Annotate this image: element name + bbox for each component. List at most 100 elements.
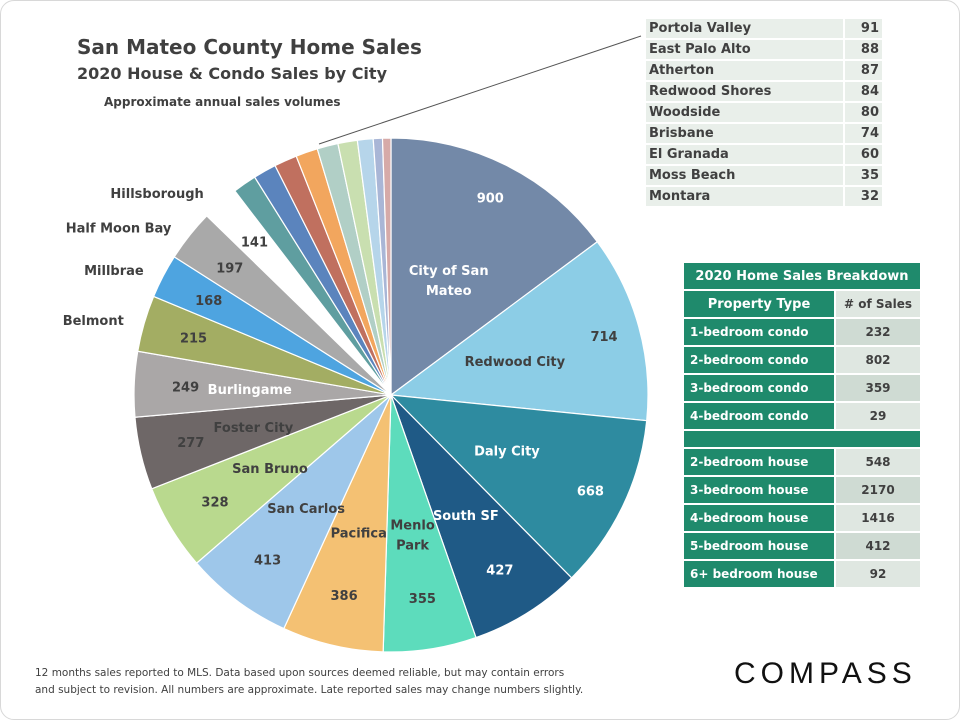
property-type: 4-bedroom house [682, 503, 836, 533]
column-header-type: Property Type [682, 289, 836, 319]
data-label-value: 249 [172, 380, 199, 395]
sales-count: 2170 [834, 475, 922, 505]
sales-count: 92 [834, 559, 922, 589]
city-value: 60 [842, 144, 882, 166]
table-row: 2-bedroom condo 802 [682, 345, 922, 375]
chart-title: San Mateo County Home Sales [77, 35, 422, 59]
data-label-category: Burlingame [208, 383, 292, 398]
leader-line [318, 35, 642, 145]
footer-disclaimer: 12 months sales reported to MLS. Data ba… [35, 665, 583, 699]
data-label-category: Half Moon Bay [66, 222, 172, 237]
table-row: 3-bedroom house 2170 [682, 475, 922, 505]
sales-count: 802 [834, 345, 922, 375]
data-label-category: Foster City [214, 421, 294, 436]
data-label-category: Redwood City [465, 355, 566, 370]
property-type: 5-bedroom house [682, 531, 836, 561]
sales-count: 1416 [834, 503, 922, 533]
data-label-category: City of San [409, 264, 489, 279]
table-row: El Granada 60 [646, 144, 882, 166]
table-row: Atherton 87 [646, 60, 882, 82]
city-value: 88 [842, 39, 882, 61]
data-label-value: 355 [409, 592, 436, 607]
breakdown-title: 2020 Home Sales Breakdown [682, 261, 922, 291]
data-label-category: Park [396, 539, 429, 554]
data-label-category: Belmont [63, 314, 124, 329]
city-name: Brisbane [646, 123, 844, 145]
data-label-value: 197 [216, 261, 243, 276]
sales-count: 359 [834, 373, 922, 403]
pie-slice-redwood-city [389, 240, 649, 422]
column-header-sales: # of Sales [834, 289, 922, 319]
table-row: 4-bedroom condo 29 [682, 401, 922, 431]
property-type: 2-bedroom condo [682, 345, 836, 375]
table-row: Portola Valley 91 [646, 19, 882, 40]
city-name: Moss Beach [646, 165, 844, 187]
chart-subtitle: 2020 House & Condo Sales by City [77, 64, 387, 83]
table-row: Woodside 80 [646, 102, 882, 124]
footer-line: and subject to revision. All numbers are… [35, 684, 584, 696]
sales-breakdown-table: 2020 Home Sales Breakdown Property Type #… [682, 261, 922, 589]
property-type: 1-bedroom condo [682, 317, 836, 347]
data-label-category: Millbrae [84, 264, 144, 279]
data-label-value: 328 [201, 495, 228, 510]
small-cities-table: Portola Valley 91 East Palo Alto 88 Athert… [646, 19, 882, 208]
city-value: 74 [842, 123, 882, 145]
data-label-value: 427 [486, 563, 513, 578]
sales-count: 232 [834, 317, 922, 347]
property-type: 6+ bedroom house [682, 559, 836, 589]
city-value: 80 [842, 102, 882, 124]
city-name: Woodside [646, 102, 844, 124]
data-label-value: 413 [254, 553, 281, 568]
compass-logo: COMPASS [734, 657, 917, 690]
table-row: 5-bedroom house 412 [682, 531, 922, 561]
table-row: Moss Beach 35 [646, 165, 882, 187]
data-label-value: 168 [195, 294, 222, 309]
data-label-value: 714 [590, 330, 617, 345]
data-label-value: 141 [241, 235, 268, 250]
pie-slice-montara [381, 137, 392, 396]
pie-slice-daly-city [389, 394, 648, 579]
pie-slice-san-carlos [195, 394, 392, 630]
data-label-category: South SF [433, 509, 499, 524]
property-type: 3-bedroom condo [682, 373, 836, 403]
city-value: 32 [842, 186, 882, 208]
data-label-value: 277 [177, 436, 204, 451]
table-row: Redwood Shores 84 [646, 81, 882, 103]
table-row: Brisbane 74 [646, 123, 882, 145]
property-type: 2-bedroom house [682, 447, 836, 477]
data-label-value: 900 [477, 192, 504, 207]
city-value: 35 [842, 165, 882, 187]
table-row: 6+ bedroom house 92 [682, 559, 922, 589]
city-name: El Granada [646, 144, 844, 166]
table-row: 4-bedroom house 1416 [682, 503, 922, 533]
table-row: 1-bedroom condo 232 [682, 317, 922, 347]
table-row: East Palo Alto 88 [646, 39, 882, 61]
city-name: East Palo Alto [646, 39, 844, 61]
data-label-category: San Bruno [232, 462, 308, 477]
property-type: 4-bedroom condo [682, 401, 836, 431]
data-label-category: Mateo [426, 284, 472, 299]
city-name: Portola Valley [646, 19, 844, 40]
table-row: 3-bedroom condo 359 [682, 373, 922, 403]
chart-note: Approximate annual sales volumes [104, 95, 341, 109]
sales-count: 412 [834, 531, 922, 561]
pie-slice-south-sf [390, 394, 573, 639]
data-label-category: Daly City [474, 444, 540, 459]
pie-slice-city-of-san-mateo [390, 137, 599, 397]
city-name: Montara [646, 186, 844, 208]
city-value: 87 [842, 60, 882, 82]
data-label-value: 668 [577, 484, 604, 499]
data-label-value: 386 [330, 589, 357, 604]
data-label-category: San Carlos [267, 502, 345, 517]
data-label-category: Hillsborough [110, 187, 203, 202]
footer-line: 12 months sales reported to MLS. Data ba… [35, 667, 565, 679]
data-label-value: 215 [180, 332, 207, 347]
city-value: 91 [842, 19, 882, 40]
table-row: Montara 32 [646, 186, 882, 208]
spacer-row [682, 429, 922, 449]
sales-count: 29 [834, 401, 922, 431]
data-label-category: Pacifica [331, 527, 387, 542]
property-type: 3-bedroom house [682, 475, 836, 505]
